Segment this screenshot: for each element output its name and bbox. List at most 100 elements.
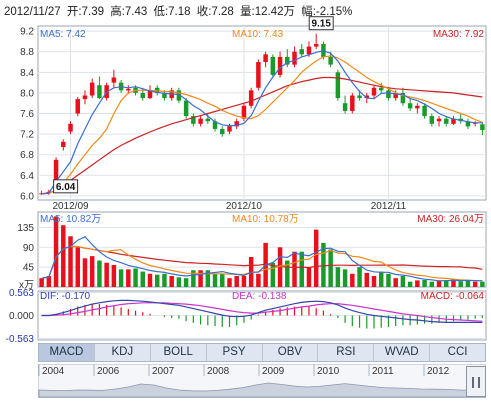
candle-body: [342, 103, 348, 111]
ma30-line: [41, 76, 483, 195]
tab-rsi[interactable]: RSI: [318, 344, 375, 361]
ma30-label: MA30: 7.92: [433, 29, 485, 40]
dif-line: [41, 299, 483, 323]
candle-body: [147, 90, 153, 99]
volume-bar: [118, 269, 124, 287]
ma10-line: [41, 55, 483, 195]
candle-body: [212, 121, 218, 129]
timeline-year-label: 2009: [262, 366, 285, 377]
candle-body: [140, 92, 146, 99]
tab-obv[interactable]: OBV: [263, 344, 319, 361]
volume-y-tick: 45: [23, 263, 35, 274]
macd-y-tick: 0.563: [9, 288, 34, 299]
tab-cci[interactable]: CCI: [447, 346, 468, 358]
candle-body: [227, 126, 232, 132]
volume-bar: [104, 262, 109, 287]
tab-boll[interactable]: BOLL: [151, 344, 207, 361]
macd-value-label: MACD: -0.064: [421, 291, 485, 302]
volume-ma30-line: [41, 245, 483, 279]
price-y-tick: 6.4: [20, 171, 34, 182]
dea-line: [41, 302, 483, 322]
timeline-year-label: 2008: [207, 366, 230, 377]
candle-body: [111, 77, 117, 83]
volume-bar: [89, 256, 95, 287]
volume-bar: [68, 236, 73, 287]
candle-body: [277, 56, 283, 75]
volume-bar: [61, 225, 66, 287]
volume-bar: [400, 275, 406, 287]
price-annotation: 9.15: [311, 19, 331, 30]
price-x-tick: 2012/09: [52, 201, 89, 212]
candle-body: [465, 121, 471, 127]
quote-high: 高:7.43: [110, 6, 148, 18]
volume-ma30-label: MA30: 26.04万: [417, 214, 484, 225]
candle-body: [89, 82, 95, 96]
quote-summary: 2012/11/27 开:7.39 高:7.43 低:7.18 收:7.28 量…: [4, 3, 355, 19]
volume-bar: [126, 269, 131, 287]
price-x-tick: 2012/11: [371, 201, 407, 212]
quote-open: 开:7.39: [66, 6, 104, 18]
volume-bar: [393, 278, 398, 287]
volume-ma5-line: [41, 235, 483, 282]
candle-body: [371, 87, 377, 96]
candle-body: [422, 105, 427, 117]
volume-bar: [169, 275, 174, 287]
price-y-tick: 6.0: [20, 191, 34, 202]
candle-body: [263, 54, 268, 63]
indicator-tabs: MACD KDJ BOLL PSY OBV RSI WVAD CCI: [38, 343, 486, 362]
volume-bar: [292, 251, 297, 287]
volume-bar: [147, 273, 153, 287]
price-annotation: 6.04: [56, 182, 76, 193]
volume-ma10-line: [41, 245, 483, 282]
volume-bar: [154, 274, 160, 287]
volume-bar: [350, 273, 355, 287]
volume-bar: [53, 216, 59, 287]
volume-bar: [277, 247, 283, 287]
quote-change: 幅:-2.15%: [301, 6, 353, 18]
candle-body: [97, 85, 102, 99]
price-x-tick: 2012/10: [226, 201, 263, 212]
volume-unit-label: x万: [19, 280, 34, 291]
volume-bar: [436, 280, 442, 287]
tab-wvad[interactable]: WVAD: [374, 344, 431, 361]
candle-body: [248, 90, 254, 106]
timeline-year-label: 2004: [42, 366, 65, 377]
volume-y-tick: 135: [17, 223, 34, 234]
volume-bar: [234, 275, 239, 287]
volume-panel: 135 90 45 x万 MA5: 10.82万 MA10: 10.78万 MA30: 26…: [17, 211, 487, 291]
volume-bar: [75, 247, 80, 287]
ma5-label: MA5: 7.42: [40, 29, 86, 40]
tab-macd[interactable]: MACD: [39, 344, 95, 361]
volume-bar: [285, 260, 290, 287]
timeline-scroll-handle[interactable]: [466, 366, 486, 397]
volume-bar: [444, 280, 449, 287]
dif-label: DIF: -0.170: [40, 291, 90, 302]
volume-bar: [82, 258, 88, 287]
volume-bar: [270, 262, 276, 287]
candle-body: [378, 87, 384, 91]
candle-body: [429, 116, 435, 124]
volume-bar: [306, 267, 312, 287]
price-y-tick: 8.8: [20, 47, 34, 58]
timeline-navigator[interactable]: 2004 2006 2007 2008 2009 2010 2011 2012: [38, 364, 486, 398]
volume-ma10-label: MA10: 10.78万: [232, 214, 299, 225]
candle-body: [357, 95, 362, 99]
quote-low: 低:7.18: [153, 6, 191, 18]
volume-bar: [205, 270, 211, 287]
candle-body: [415, 105, 420, 109]
volume-bar: [415, 280, 420, 287]
quote-close: 收:7.28: [196, 6, 234, 18]
volume-bar: [97, 260, 102, 287]
volume-bar: [364, 272, 370, 287]
candle-body: [350, 95, 355, 111]
tab-psy[interactable]: PSY: [207, 344, 263, 361]
candle-body: [299, 49, 304, 55]
volume-bar: [465, 280, 471, 287]
volume-bar: [480, 281, 485, 287]
candle-body: [444, 118, 449, 124]
ma10-label: MA10: 7.43: [232, 29, 284, 40]
price-annotation-box: [53, 179, 79, 194]
tab-kdj[interactable]: KDJ: [95, 344, 151, 361]
candle-body: [285, 56, 290, 65]
